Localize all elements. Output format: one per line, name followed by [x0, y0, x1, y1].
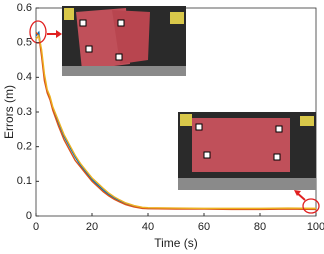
marker — [115, 53, 123, 61]
y-axis-title: Errors (m) — [2, 85, 16, 139]
x-tick-label: 80 — [254, 221, 266, 233]
arrow-head — [56, 30, 62, 38]
cloth — [192, 118, 290, 172]
y-tick-label: 0.5 — [17, 37, 32, 49]
marker — [85, 45, 93, 53]
tape — [170, 12, 184, 24]
tape — [64, 8, 74, 20]
x-tick-label: 40 — [142, 221, 154, 233]
x-tick-label: 20 — [86, 221, 98, 233]
tape — [300, 116, 314, 126]
tape — [180, 114, 192, 126]
marker — [195, 123, 203, 131]
inset-photo-start — [62, 6, 186, 76]
marker — [203, 151, 211, 159]
highlight-circle — [302, 198, 320, 214]
marker — [273, 153, 281, 161]
arrow-head — [294, 190, 301, 196]
y-tick-label: 0.6 — [17, 2, 32, 14]
x-tick-label: 0 — [33, 221, 39, 233]
series-line — [35, 31, 317, 211]
marker — [275, 125, 283, 133]
x-tick-label: 100 — [307, 221, 324, 233]
marker — [117, 19, 125, 27]
floor — [178, 178, 316, 190]
y-tick-label: 0.1 — [17, 175, 32, 187]
y-tick-label: 0 — [26, 210, 32, 222]
marker — [79, 19, 87, 27]
x-axis-title: Time (s) — [154, 236, 198, 250]
y-tick-label: 0.4 — [17, 71, 32, 83]
x-tick-label: 60 — [198, 221, 210, 233]
y-tick-label: 0.3 — [17, 106, 32, 118]
floor — [62, 66, 186, 76]
series-line — [35, 34, 317, 210]
y-tick-label: 0.2 — [17, 141, 32, 153]
inset-photo-end — [178, 112, 316, 190]
lines — [35, 30, 317, 211]
